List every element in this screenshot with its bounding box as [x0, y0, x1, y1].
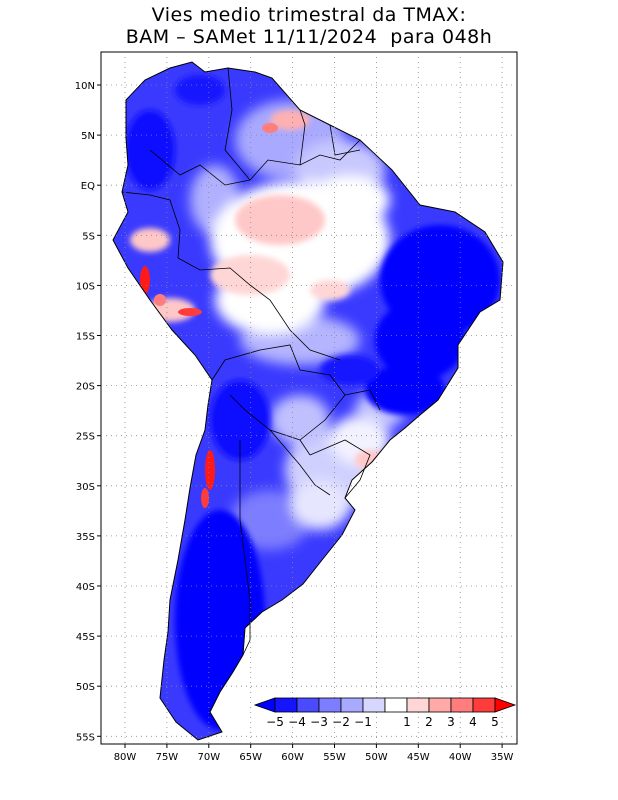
- colorbar-swatch: [274, 697, 298, 713]
- colorbar-swatch: [384, 697, 408, 713]
- colorbar-label: −3: [310, 715, 328, 729]
- colorbar-label: −4: [288, 715, 306, 729]
- colorbar-swatch: [450, 697, 474, 713]
- lon-tick-label: 50W: [365, 752, 388, 763]
- title-line-1: Vies medio trimestral da TMAX:: [151, 4, 467, 26]
- lon-tick-label: 45W: [407, 752, 430, 763]
- lon-tick-label: 80W: [114, 752, 137, 763]
- colorbar: −5 −4 −3 −2 −1 1 2 3 4 5: [253, 697, 517, 729]
- colorbar-label: 5: [491, 715, 499, 729]
- colorbar-label: −2: [332, 715, 350, 729]
- map-title: Vies medio trimestral da TMAX: BAM – SAM…: [0, 4, 618, 48]
- lat-tick-label: 10S: [76, 281, 95, 292]
- lat-tick-label: 5S: [82, 231, 95, 242]
- latitude-axis: 10N 5N EQ 5S 10S 15S 20S 25S 30S 35S 40S 45S 50S 55S: [75, 81, 101, 743]
- colorbar-label: 1: [403, 715, 411, 729]
- lat-tick-label: 25S: [76, 432, 95, 443]
- longitude-axis: 80W 75W 70W 65W 60W 55W 50W 45W 40W 35W: [114, 744, 514, 763]
- colorbar-label: −5: [266, 715, 284, 729]
- lat-tick-label: EQ: [81, 181, 95, 192]
- lon-tick-label: 65W: [239, 752, 262, 763]
- lon-tick-label: 70W: [197, 752, 220, 763]
- weak-positive-areas: [130, 110, 385, 470]
- colorbar-swatch: [296, 697, 320, 713]
- colorbar-label: 4: [469, 715, 477, 729]
- colorbar-over-arrow: [494, 697, 517, 713]
- lon-tick-label: 60W: [281, 752, 304, 763]
- title-line-2: BAM – SAMet 11/11/2024 para 048h: [125, 26, 493, 48]
- lon-tick-label: 35W: [491, 752, 514, 763]
- lat-tick-label: 30S: [76, 482, 95, 493]
- colorbar-label: 3: [447, 715, 455, 729]
- lat-tick-label: 40S: [76, 582, 95, 593]
- lat-tick-label: 35S: [76, 532, 95, 543]
- colorbar-label: 2: [425, 715, 433, 729]
- colorbar-swatch: [406, 697, 430, 713]
- lon-tick-label: 55W: [323, 752, 346, 763]
- colorbar-label: −1: [354, 715, 372, 729]
- lat-tick-label: 5N: [81, 131, 95, 142]
- lat-tick-label: 55S: [76, 732, 95, 743]
- lat-tick-label: 15S: [76, 332, 95, 343]
- colorbar-swatch: [318, 697, 342, 713]
- colorbar-swatch: [362, 697, 386, 713]
- graticule: [101, 52, 517, 744]
- lat-tick-label: 45S: [76, 632, 95, 643]
- country-borders: [121, 67, 381, 656]
- lat-tick-label: 20S: [76, 382, 95, 393]
- colorbar-swatch: [340, 697, 364, 713]
- strong-positive-areas: [140, 123, 278, 508]
- lon-tick-label: 75W: [156, 752, 179, 763]
- lat-tick-label: 10N: [75, 81, 95, 92]
- colorbar-swatch: [472, 697, 496, 713]
- lon-tick-label: 40W: [449, 752, 472, 763]
- colorbar-swatch: [428, 697, 452, 713]
- lat-tick-label: 50S: [76, 682, 95, 693]
